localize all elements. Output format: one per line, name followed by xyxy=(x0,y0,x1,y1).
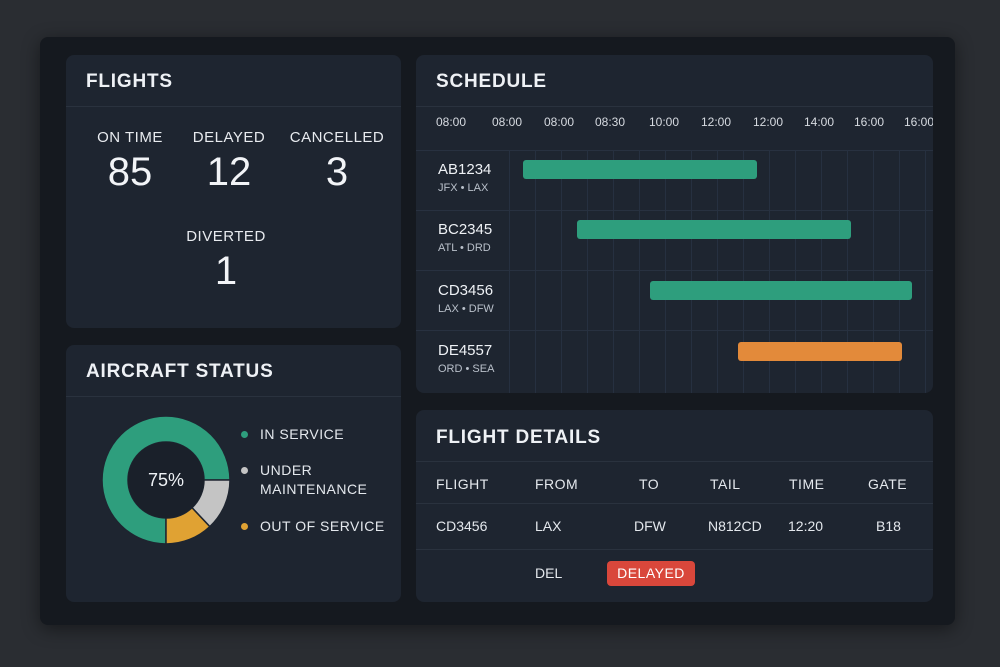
schedule-bar[interactable] xyxy=(523,160,757,179)
stat-diverted: DIVERTED 1 xyxy=(171,228,281,294)
schedule-gridline xyxy=(925,150,926,393)
schedule-flight-route: ORD • SEA xyxy=(438,363,495,375)
time-tick: 12:00 xyxy=(753,115,784,129)
column-header-tail: TAIL xyxy=(710,476,741,492)
schedule-flight-code[interactable]: BC2345 xyxy=(438,221,493,238)
stat-label: DIVERTED xyxy=(186,228,266,245)
legend-in-service: IN SERVICE xyxy=(241,425,400,444)
donut-center-label: 75% xyxy=(148,470,184,490)
time-tick: 08:00 xyxy=(492,115,523,129)
column-header-from: FROM xyxy=(535,476,579,492)
schedule-gridline xyxy=(795,150,796,393)
schedule-gridline xyxy=(717,150,718,393)
status-badge: DELAYED xyxy=(607,561,695,586)
details-header-separator xyxy=(416,503,933,504)
legend-dot-icon xyxy=(241,431,248,438)
cell-flight: CD3456 xyxy=(436,518,488,534)
schedule-row-separator xyxy=(416,330,933,331)
stat-label: DELAYED xyxy=(192,129,266,146)
flight-details-title: FLIGHT DETAILS xyxy=(436,427,601,448)
column-header-time: TIME xyxy=(789,476,825,492)
legend-label: OUT OF SERVICE xyxy=(260,518,385,534)
column-header-flight: FLIGHT xyxy=(436,476,489,492)
stat-value: 85 xyxy=(107,150,153,194)
aircraft-divider xyxy=(66,396,401,397)
schedule-flight-route: ATL • DRD xyxy=(438,242,491,254)
time-tick: 08:00 xyxy=(436,115,467,129)
cell-gate: B18 xyxy=(876,518,901,534)
details-row-separator xyxy=(416,549,933,550)
flights-panel: FLIGHTS ON TIME 85 DELAYED 12 CANCELLED … xyxy=(66,55,401,328)
cell-to: DFW xyxy=(634,518,666,534)
cell-time: 12:20 xyxy=(788,518,824,534)
schedule-gridline xyxy=(847,150,848,393)
schedule-gridline xyxy=(691,150,692,393)
cell-status-from: DEL xyxy=(535,565,563,581)
legend-dot-icon xyxy=(241,467,248,474)
time-tick: 08:00 xyxy=(544,115,575,129)
legend-out-of-service: OUT OF SERVICE xyxy=(241,517,400,536)
schedule-gridline xyxy=(535,150,536,393)
schedule-row-separator xyxy=(416,270,933,271)
schedule-flight-code[interactable]: CD3456 xyxy=(438,282,494,299)
column-header-to: TO xyxy=(639,476,660,492)
schedule-bar[interactable] xyxy=(577,220,851,239)
schedule-flight-route: JFX • LAX xyxy=(438,182,489,194)
legend-label: IN SERVICE xyxy=(260,426,345,442)
schedule-row-separator xyxy=(416,210,933,211)
time-tick: 16:00 xyxy=(904,115,933,129)
donut-hole xyxy=(128,442,204,518)
time-tick: 10:00 xyxy=(649,115,680,129)
schedule-gridline xyxy=(509,150,510,393)
time-tick: 12:00 xyxy=(701,115,732,129)
legend-label: UNDER MAINTENANCE xyxy=(260,462,368,497)
schedule-gridline xyxy=(899,150,900,393)
stat-label: CANCELLED xyxy=(289,129,385,146)
legend-under-maintenance: UNDER MAINTENANCE xyxy=(241,461,400,499)
schedule-gridline xyxy=(665,150,666,393)
aircraft-status-title: AIRCRAFT STATUS xyxy=(86,361,274,382)
cell-tail: N812CD xyxy=(708,518,762,534)
stat-on-time: ON TIME 85 xyxy=(75,129,185,195)
schedule-flight-code[interactable]: AB1234 xyxy=(438,161,492,178)
schedule-flight-code[interactable]: DE4557 xyxy=(438,342,493,359)
flights-divider xyxy=(66,106,401,107)
schedule-title: SCHEDULE xyxy=(436,71,547,92)
flights-title: FLIGHTS xyxy=(86,71,173,92)
stat-cancelled: CANCELLED 3 xyxy=(282,129,392,195)
cell-from: LAX xyxy=(535,518,562,534)
schedule-bar[interactable] xyxy=(738,342,902,361)
schedule-header-separator xyxy=(416,150,933,151)
time-tick: 08:30 xyxy=(595,115,626,129)
flight-details-panel: FLIGHT DETAILS FLIGHT FROM TO TAIL TIME … xyxy=(416,410,933,602)
schedule-bar[interactable] xyxy=(650,281,912,300)
schedule-gridline xyxy=(769,150,770,393)
stat-value: 3 xyxy=(325,150,349,194)
schedule-gridline xyxy=(613,150,614,393)
legend-dot-icon xyxy=(241,523,248,530)
stat-value: 1 xyxy=(214,249,238,293)
details-divider xyxy=(416,461,933,462)
stat-label: ON TIME xyxy=(97,129,163,146)
schedule-flight-route: LAX • DFW xyxy=(438,303,494,315)
schedule-divider xyxy=(416,106,933,107)
stat-value: 12 xyxy=(206,150,252,194)
time-tick: 14:00 xyxy=(804,115,835,129)
schedule-gridline xyxy=(873,150,874,393)
schedule-gridline xyxy=(587,150,588,393)
column-header-gate: GATE xyxy=(868,476,908,492)
aircraft-donut-chart: 75% xyxy=(101,415,231,545)
schedule-gridline xyxy=(821,150,822,393)
aircraft-status-panel: AIRCRAFT STATUS 75% IN SERVICE UNDER MAI… xyxy=(66,345,401,602)
schedule-panel: SCHEDULE 08:00 08:00 08:00 08:30 10:00 1… xyxy=(416,55,933,393)
schedule-gridline xyxy=(561,150,562,393)
stat-delayed: DELAYED 12 xyxy=(174,129,284,195)
schedule-gridline xyxy=(743,150,744,393)
time-tick: 16:00 xyxy=(854,115,885,129)
schedule-gridline xyxy=(639,150,640,393)
